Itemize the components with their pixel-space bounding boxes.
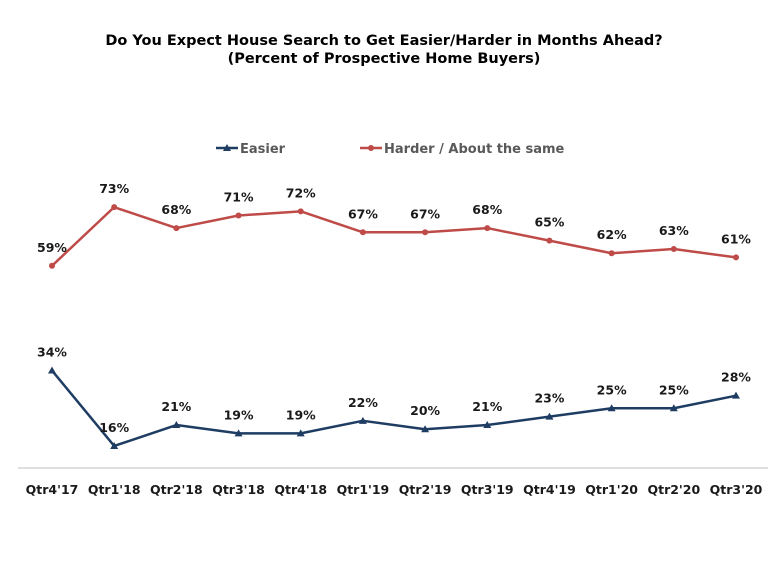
data-label: 23% [534, 391, 564, 406]
data-label: 25% [659, 382, 689, 397]
x-tick-label: Qtr1'20 [585, 482, 638, 497]
data-point-marker [670, 246, 677, 253]
data-label: 63% [659, 223, 689, 238]
x-tick-label: Qtr3'20 [710, 482, 763, 497]
data-label: 67% [348, 206, 378, 221]
data-point-marker [235, 212, 242, 219]
legend-item: Harder / About the same [360, 142, 565, 157]
data-label: 68% [161, 202, 191, 217]
data-point-marker [172, 421, 181, 429]
x-tick-label: Qtr3'19 [461, 482, 514, 497]
legend-label: Easier [240, 142, 286, 157]
legend-item: Easier [216, 142, 286, 157]
data-point-marker [484, 225, 491, 232]
data-point-marker [173, 225, 180, 232]
data-label: 68% [472, 202, 502, 217]
legend-label: Harder / About the same [384, 142, 565, 157]
data-point-marker [358, 416, 367, 424]
series-easier: 34% 16% 21% 19% 19% 22% 20% 21% 23% 25% 25% 28% [37, 345, 751, 449]
chart-subtitle: (Percent of Prospective Home Buyers) [227, 51, 541, 67]
data-point-marker [422, 229, 429, 236]
chart-title-block: Do You Expect House Search to Get Easier… [0, 32, 768, 68]
data-point-marker [483, 421, 492, 429]
data-label: 73% [99, 181, 129, 196]
data-point-marker [223, 144, 231, 151]
data-point-marker [546, 237, 553, 244]
data-point-marker [359, 229, 366, 236]
data-point-marker [110, 441, 119, 449]
data-label: 71% [224, 190, 254, 205]
data-label: 16% [99, 420, 129, 435]
data-point-marker [297, 208, 304, 215]
x-axis-ticks: Qtr4'17 Qtr1'18 Qtr2'18 Qtr3'18 Qtr4'18 Qtr1'… [26, 482, 763, 497]
data-point-marker [733, 254, 739, 261]
data-label: 34% [37, 345, 67, 360]
data-label: 65% [534, 215, 564, 230]
data-label: 61% [721, 231, 751, 246]
data-label: 28% [721, 370, 751, 385]
series-line [51, 205, 737, 267]
data-point-marker [421, 425, 430, 433]
data-label: 22% [348, 395, 378, 410]
x-tick-label: Qtr2'18 [150, 482, 203, 497]
data-point-marker [234, 429, 243, 437]
chart-title: Do You Expect House Search to Get Easier… [105, 33, 663, 49]
data-point-marker [607, 404, 616, 412]
data-point-marker [111, 204, 118, 211]
x-tick-label: Qtr4'17 [26, 482, 79, 497]
data-label: 67% [410, 206, 440, 221]
x-tick-label: Qtr2'20 [647, 482, 700, 497]
plot-area: 34% 16% 21% 19% 19% 22% 20% 21% 23% 25% 25% 28% 59% 7… [37, 181, 751, 449]
legend: Easier Harder / About the same [216, 142, 565, 157]
data-point-marker [669, 404, 678, 412]
data-point-marker [296, 429, 305, 437]
data-label: 19% [286, 407, 316, 422]
series-harder-about-the-same: 59% 73% 68% 71% 72% 67% 67% 68% 65% 62% 63% 61% [37, 181, 751, 269]
data-label: 19% [224, 407, 254, 422]
series-line [51, 369, 737, 448]
x-tick-label: Qtr2'19 [399, 482, 452, 497]
x-tick-label: Qtr1'18 [88, 482, 141, 497]
data-label: 25% [597, 382, 627, 397]
data-label: 21% [161, 399, 191, 414]
data-point-marker [545, 412, 554, 420]
x-tick-label: Qtr4'19 [523, 482, 576, 497]
data-point-marker [368, 145, 374, 151]
data-point-marker [48, 366, 56, 374]
x-tick-label: Qtr3'18 [212, 482, 265, 497]
data-label: 72% [286, 185, 316, 200]
data-label: 59% [37, 240, 67, 255]
data-label: 62% [597, 227, 627, 242]
x-tick-label: Qtr4'18 [274, 482, 327, 497]
data-label: 20% [410, 403, 440, 418]
data-point-marker [732, 391, 740, 399]
data-point-marker [49, 262, 55, 269]
data-label: 21% [472, 399, 502, 414]
x-tick-label: Qtr1'19 [337, 482, 390, 497]
data-point-marker [608, 250, 615, 257]
